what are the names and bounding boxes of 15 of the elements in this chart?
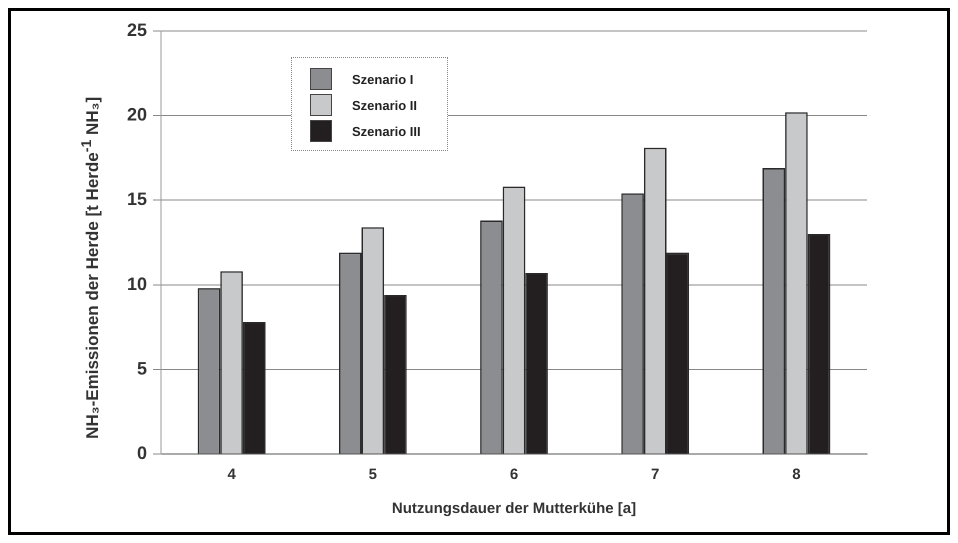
legend-label: Szenario III xyxy=(352,124,421,138)
x-axis-title: Nutzungsdauer der Mutterkühe [a] xyxy=(392,500,636,518)
y-tick-label: 0 xyxy=(137,442,148,463)
x-tick-label: 7 xyxy=(651,466,660,484)
x-tick-label: 8 xyxy=(792,466,801,484)
y-tick-label: 10 xyxy=(126,274,148,294)
y-tick-label: 20 xyxy=(126,104,148,125)
y-tick-label: 15 xyxy=(126,189,148,210)
y-tick-label: 5 xyxy=(137,358,148,378)
legend-label: Szenario I xyxy=(352,72,414,86)
legend-label: Szenario II xyxy=(352,98,418,112)
x-tick-label: 4 xyxy=(227,466,236,484)
x-tick-label: 6 xyxy=(510,466,518,484)
x-tick-label: 5 xyxy=(368,466,377,484)
y-tick-label: 25 xyxy=(126,20,148,40)
